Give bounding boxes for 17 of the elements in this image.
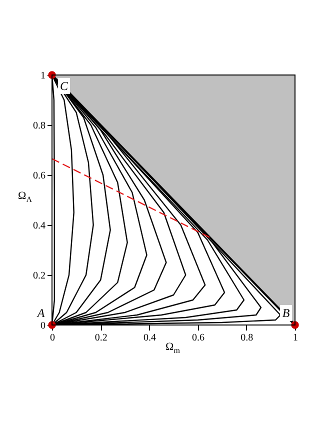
x-tick-label: 0.4: [143, 332, 156, 344]
x-tick-label: 1: [293, 332, 298, 344]
data-label: C: [60, 79, 69, 93]
y-tick-label: 0.6: [33, 170, 46, 182]
y-tick-label: 0.2: [33, 270, 46, 282]
data-label: B: [282, 306, 290, 320]
x-tick-label: 0.6: [192, 332, 205, 344]
data-label: A: [36, 306, 46, 320]
y-tick-label: 0: [40, 320, 46, 332]
x-axis-title: Ω$_{m}$: [166, 341, 180, 356]
y-tick-label: 0.8: [33, 120, 46, 132]
x-tick-label: 0.2: [94, 332, 108, 344]
y-axis-title: Ω$_{Λ}$: [18, 190, 32, 204]
y-tick-label: 0.4: [33, 220, 46, 232]
x-tick-label: 0.8: [240, 332, 254, 344]
x-tick-label: 0: [50, 332, 55, 344]
y-tick-label: 1: [40, 70, 46, 82]
